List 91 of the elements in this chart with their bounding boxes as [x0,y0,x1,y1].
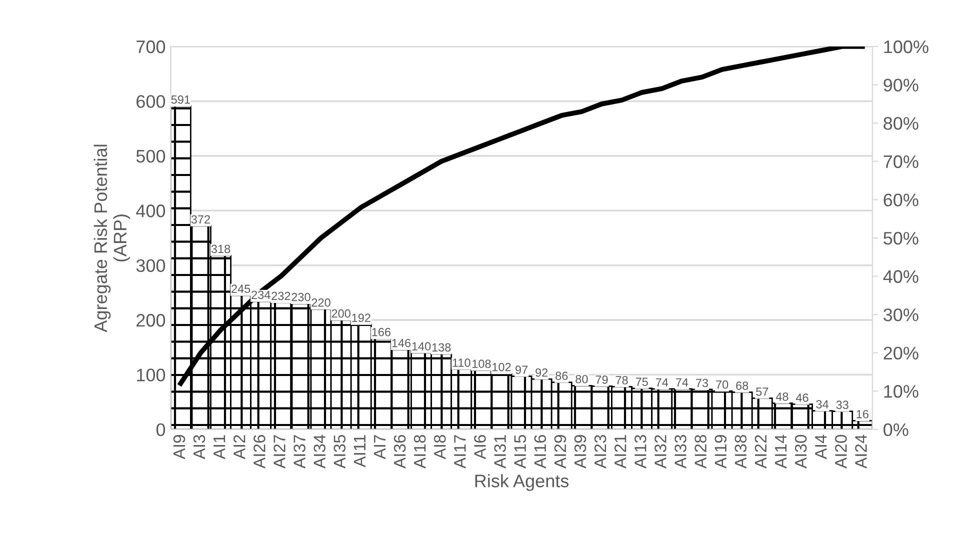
x-tick-label: AI26 [254,434,266,469]
x-tick-label: AI29 [554,435,566,469]
x-tick-label: AI27 [274,435,286,469]
data-label: 102 [492,362,511,372]
data-label: 57 [756,388,768,396]
x-tick-label: AI32 [654,435,666,469]
data-label: 74 [656,378,668,386]
x-tick-label: AI19 [714,435,727,469]
x-tick-label: AI8 [434,434,446,460]
x-tick-label: AI3 [193,434,206,460]
x-tick-label: AI7 [374,435,386,460]
x-tick-label: AI34 [314,434,326,469]
y-tick-label: 0 [156,423,166,436]
data-label: 372 [191,215,210,224]
y2-tick-label: 70% [884,155,918,168]
data-label: 68 [736,382,748,390]
data-label: 48 [776,392,788,401]
data-label: 234 [252,290,270,300]
x-tick-label: AI36 [394,434,406,469]
data-label: 166 [372,328,390,336]
data-label: 97 [516,366,528,374]
x-tick-label: AI4 [815,434,827,460]
y2-tick-label: 90% [884,78,918,92]
x-tick-label: AI22 [754,435,766,469]
x-tick-label: AI11 [354,435,366,468]
y-tick-label: 500 [136,150,166,163]
data-label: 220 [312,298,330,307]
x-tick-label: AI30 [794,434,807,469]
x-tick-label: AI24 [855,434,867,469]
data-label: 138 [432,343,451,352]
x-tick-label: AI6 [474,434,486,460]
x-tick-label: AI13 [634,434,646,469]
y2-tick-label: 80% [884,117,918,130]
x-tick-label: AI33 [674,434,686,469]
data-label: 245 [232,284,250,294]
data-label: 110 [452,358,470,367]
data-label: 232 [272,292,290,300]
data-label: 78 [616,376,628,384]
x-tick-label: AI31 [494,435,506,469]
x-tick-label: AI37 [294,435,306,469]
x-tick-label: AI1 [214,435,226,460]
data-label: 79 [596,375,608,384]
data-label: 192 [352,314,370,322]
data-label: 591 [171,95,190,104]
x-tick-label: AI15 [514,434,526,469]
x-tick-label: AI28 [694,434,706,469]
x-tick-label: AI17 [454,435,466,469]
data-label: 230 [292,292,310,302]
y2-tick-label: 30% [884,308,918,322]
y2-tick-label: 0% [884,423,908,436]
x-axis-title: Risk Agents [475,474,569,491]
x-tick-label: AI38 [734,434,747,469]
y-tick-label: 100 [137,368,166,382]
data-label: 200 [332,309,350,318]
data-label: 140 [412,342,431,350]
data-label: 318 [211,244,230,254]
x-tick-label: AI23 [594,434,606,469]
y2-tick-label: 100% [884,40,928,54]
data-label: 108 [472,360,491,368]
x-tick-label: AI2 [233,435,246,460]
data-label: 80 [576,374,588,384]
y2-tick-label: 50% [884,232,918,245]
y2-tick-label: 10% [884,385,918,398]
x-tick-label: AI16 [534,434,546,469]
x-tick-label: AI35 [334,434,346,469]
data-label: 16 [856,410,868,418]
y2-tick-label: 40% [883,270,918,283]
data-label: 86 [556,372,568,380]
y2-tick-label: 20% [884,346,918,360]
y-tick-label: 300 [136,259,166,272]
y-tick-label: 700 [136,40,166,54]
x-tick-label: AI14 [775,434,786,469]
x-tick-label: AI20 [835,434,847,469]
x-tick-label: AI18 [414,434,426,469]
data-label: 70 [716,380,728,389]
data-label: 74 [676,378,688,386]
x-tick-label: AI9 [173,435,186,460]
data-label: 34 [816,400,829,408]
y2-tick-label: 60% [884,194,918,206]
y-axis-title: Agregate Risk Potential (ARP) [94,144,130,332]
data-label: 146 [392,338,411,348]
data-label: 46 [796,394,808,402]
x-tick-label: AI39 [574,435,586,469]
data-label: 75 [636,378,648,386]
y-tick-label: 600 [136,95,166,108]
data-label: 73 [696,378,708,388]
data-label: 92 [536,368,548,377]
y-tick-label: 200 [136,314,166,327]
data-label: 33 [836,400,848,410]
x-tick-label: AI21 [614,435,626,469]
y-tick-label: 400 [136,204,166,218]
